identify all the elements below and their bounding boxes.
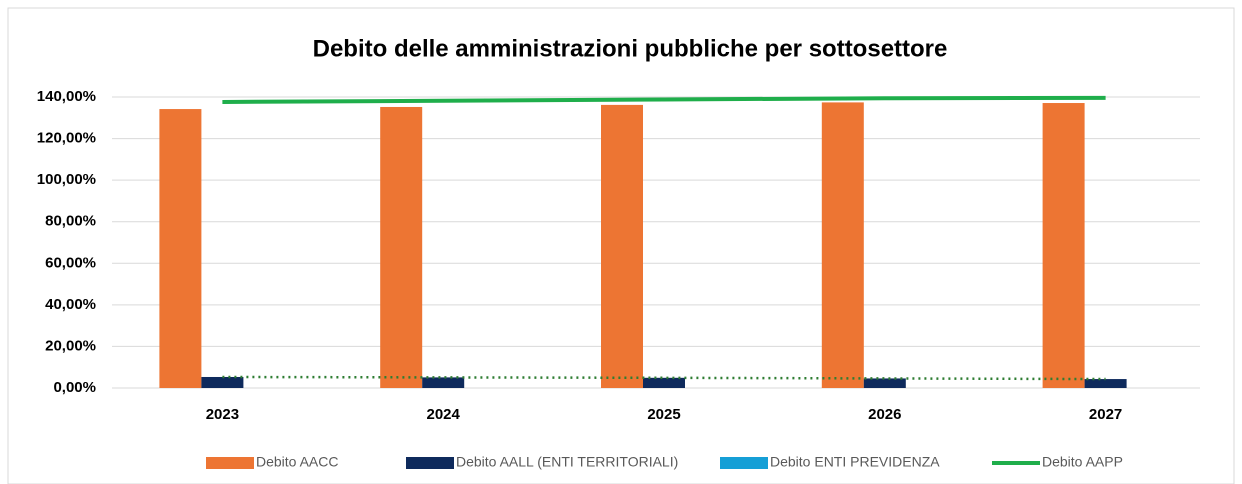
y-tick-label: 60,00% xyxy=(45,254,96,271)
bar xyxy=(821,102,864,388)
x-tick-label: 2024 xyxy=(427,406,461,423)
legend-label: Debito AALL (ENTI TERRITORIALI) xyxy=(456,454,678,470)
bar xyxy=(201,376,244,388)
bar xyxy=(159,109,202,388)
x-tick-label: 2026 xyxy=(868,406,901,423)
chart-title: Debito delle amministrazioni pubbliche p… xyxy=(313,35,948,62)
legend-swatch xyxy=(406,457,454,469)
bar xyxy=(422,377,465,388)
bar xyxy=(601,104,643,389)
y-tick-label: 0,00% xyxy=(53,379,96,396)
legend-label: Debito ENTI PREVIDENZA xyxy=(770,454,940,470)
bar xyxy=(1042,103,1085,388)
y-tick-label: 80,00% xyxy=(45,213,96,230)
y-tick-label: 140,00% xyxy=(37,88,96,105)
y-tick-label: 100,00% xyxy=(37,171,96,188)
x-tick-label: 2023 xyxy=(206,406,239,423)
x-tick-label: 2025 xyxy=(647,406,680,423)
bar xyxy=(643,377,685,388)
y-tick-label: 40,00% xyxy=(45,296,96,313)
bar xyxy=(1084,379,1127,388)
x-tick-label: 2027 xyxy=(1089,406,1122,423)
legend-label: Debito AACC xyxy=(256,454,338,470)
y-tick-label: 20,00% xyxy=(45,337,96,354)
line xyxy=(222,95,1106,104)
y-tick-label: 120,00% xyxy=(37,130,96,147)
legend-swatch xyxy=(720,457,768,469)
legend-swatch xyxy=(206,457,254,469)
legend-label: Debito AAPP xyxy=(1042,454,1123,470)
bar xyxy=(380,106,423,388)
bar xyxy=(863,378,906,388)
